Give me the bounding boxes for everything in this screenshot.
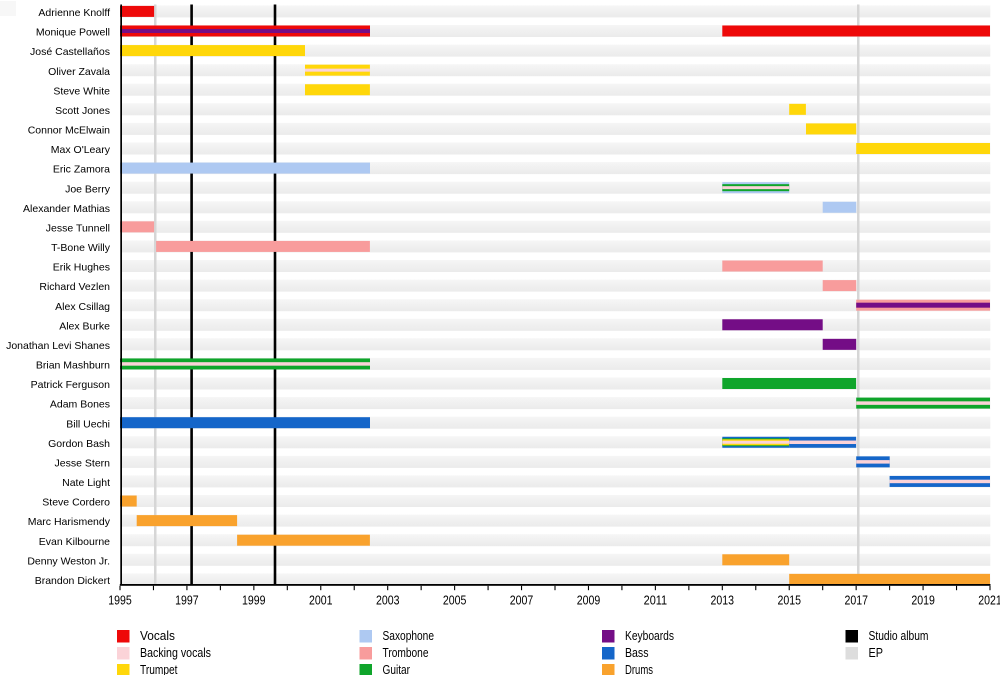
svg-text:Guitar: Guitar <box>383 662 411 675</box>
svg-text:Max O'Leary: Max O'Leary <box>51 144 111 156</box>
svg-text:Trombone: Trombone <box>383 645 429 660</box>
svg-text:Vocals: Vocals <box>140 628 175 643</box>
svg-text:1997: 1997 <box>175 593 199 608</box>
svg-text:Evan Kilbourne: Evan Kilbourne <box>39 536 110 548</box>
svg-text:Nate Light: Nate Light <box>62 477 110 489</box>
svg-text:Alexander Mathias: Alexander Mathias <box>23 203 110 215</box>
svg-text:Steve Cordero: Steve Cordero <box>42 497 110 509</box>
svg-text:T-Bone Willy: T-Bone Willy <box>51 242 111 254</box>
svg-text:Brandon Dickert: Brandon Dickert <box>35 575 110 587</box>
svg-text:Joe Berry: Joe Berry <box>65 183 111 195</box>
svg-text:Drums: Drums <box>625 662 653 675</box>
svg-text:2019: 2019 <box>911 593 935 608</box>
svg-text:Eric Zamora: Eric Zamora <box>53 164 110 176</box>
svg-text:2015: 2015 <box>777 593 801 608</box>
svg-text:2013: 2013 <box>711 593 735 608</box>
svg-text:Trumpet: Trumpet <box>140 662 178 675</box>
svg-text:Bill Uechi: Bill Uechi <box>66 418 110 430</box>
svg-text:Backing vocals: Backing vocals <box>140 645 211 660</box>
svg-text:EP: EP <box>869 645 884 660</box>
svg-text:Erik Hughes: Erik Hughes <box>53 262 110 274</box>
svg-text:Oliver Zavala: Oliver Zavala <box>48 66 110 78</box>
svg-text:Scott Jones: Scott Jones <box>55 105 110 117</box>
svg-text:Steve White: Steve White <box>53 85 110 97</box>
svg-text:Adam Bones: Adam Bones <box>50 399 110 411</box>
svg-text:1999: 1999 <box>242 593 266 608</box>
svg-text:Adrienne Knolff: Adrienne Knolff <box>38 7 110 19</box>
svg-text:Brian Mashburn: Brian Mashburn <box>36 360 110 372</box>
svg-text:Richard Vezlen: Richard Vezlen <box>39 281 110 293</box>
svg-text:Jesse Stern: Jesse Stern <box>55 458 111 470</box>
svg-text:Keyboards: Keyboards <box>625 628 674 643</box>
svg-text:Gordon Bash: Gordon Bash <box>48 438 110 450</box>
svg-text:Jonathan Levi Shanes: Jonathan Levi Shanes <box>6 340 110 352</box>
svg-text:Alex Burke: Alex Burke <box>59 320 110 332</box>
svg-text:Alex Csillag: Alex Csillag <box>55 301 110 313</box>
svg-text:2021: 2021 <box>978 593 1000 608</box>
svg-text:Studio album: Studio album <box>869 628 929 643</box>
svg-text:2003: 2003 <box>376 593 400 608</box>
svg-text:2007: 2007 <box>510 593 534 608</box>
svg-text:2005: 2005 <box>443 593 467 608</box>
svg-text:2009: 2009 <box>577 593 601 608</box>
svg-text:Jesse Tunnell: Jesse Tunnell <box>46 222 110 234</box>
svg-text:Denny Weston Jr.: Denny Weston Jr. <box>27 555 110 567</box>
svg-text:Connor McElwain: Connor McElwain <box>28 125 110 137</box>
svg-text:Bass: Bass <box>625 645 649 660</box>
svg-text:Patrick Ferguson: Patrick Ferguson <box>31 379 111 391</box>
svg-text:Monique Powell: Monique Powell <box>36 27 110 39</box>
svg-text:2017: 2017 <box>844 593 868 608</box>
svg-text:José Castellaños: José Castellaños <box>30 46 110 58</box>
svg-text:Saxophone: Saxophone <box>383 628 435 643</box>
svg-text:2011: 2011 <box>644 593 668 608</box>
svg-text:2001: 2001 <box>309 593 333 608</box>
svg-text:Marc Harismendy: Marc Harismendy <box>28 516 111 528</box>
svg-text:1995: 1995 <box>108 593 132 608</box>
